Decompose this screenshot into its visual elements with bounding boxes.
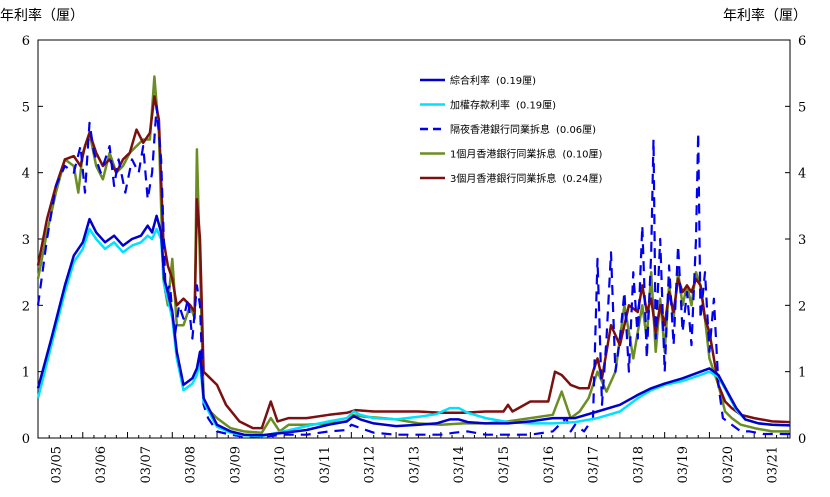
legend-label-0: 綜合利率 (0.19厘) [450, 74, 536, 87]
x-tick-label: 03/11 [318, 446, 333, 483]
legend-series-note: (0.10厘) [562, 149, 602, 161]
series-line-0 [36, 214, 791, 437]
legend-label-3: 1個月香港銀行同業拆息 (0.10厘) [450, 148, 603, 161]
x-tick-label: 03/18 [631, 446, 646, 483]
x-tick-label: 03/17 [587, 446, 602, 483]
legend-label-1: 加權存款利率 (0.19厘) [450, 99, 556, 112]
legend-series-note: (0.19厘) [516, 100, 556, 112]
x-tick-label: 03/10 [273, 446, 288, 483]
x-tick-label: 03/12 [363, 446, 378, 483]
series-line-1 [36, 227, 791, 438]
y-axis-label-right: 年利率（厘） [723, 7, 807, 24]
y-tick-label-right: 5 [798, 100, 806, 115]
x-tick-label: 03/19 [676, 446, 691, 483]
x-tick-label: 03/20 [721, 446, 736, 483]
x-tick-label: 03/21 [766, 446, 781, 483]
y-tick-label-right: 6 [798, 34, 806, 49]
x-tick-label: 03/07 [139, 446, 154, 483]
legend-series-name: 隔夜香港銀行同業拆息 [450, 123, 550, 136]
y-tick-label-left: 6 [22, 34, 30, 49]
y-tick-label-right: 0 [798, 432, 806, 447]
series-layer [36, 75, 791, 438]
series-line-2 [36, 105, 790, 438]
y-tick-label-left: 2 [22, 299, 30, 314]
legend-series-name: 1個月香港銀行同業拆息 [450, 148, 556, 161]
y-tick-label-left: 4 [22, 167, 30, 182]
legend-series-note: (0.24厘) [562, 173, 602, 185]
legend-label-4: 3個月香港銀行同業拆息 (0.24厘) [450, 172, 603, 185]
x-tick-label: 03/08 [184, 446, 199, 483]
x-tick-label: 03/05 [49, 446, 64, 483]
legend-series-name: 3個月香港銀行同業拆息 [450, 172, 556, 185]
axes: 0 0 1 1 2 2 3 3 4 4 5 5 6 6 03/05 03/06 03/07 03/08 03/09 0… [22, 34, 807, 483]
x-tick-label: 03/13 [407, 446, 422, 483]
y-tick-label-left: 0 [22, 432, 30, 447]
legend-series-name: 綜合利率 [450, 74, 490, 87]
x-tick-label: 03/16 [542, 446, 557, 483]
y-tick-label-right: 4 [798, 167, 806, 182]
series-line-4 [36, 95, 791, 430]
legend-series-name: 加權存款利率 [450, 99, 510, 112]
legend-label-2: 隔夜香港銀行同業拆息 (0.06厘) [450, 123, 596, 136]
y-tick-label-left: 3 [22, 233, 30, 248]
x-tick-label: 03/14 [452, 446, 467, 483]
y-tick-label-left: 5 [22, 100, 30, 115]
y-tick-label-left: 1 [22, 366, 30, 381]
x-tick-label: 03/06 [94, 446, 109, 483]
y-tick-label-right: 1 [798, 366, 806, 381]
legend-series-note: (0.19厘) [496, 75, 536, 87]
legend: 綜合利率 (0.19厘) 加權存款利率 (0.19厘) 隔夜香港銀行同業拆息 (0.06厘… [420, 74, 603, 185]
y-axis-label-left: 年利率（厘） [0, 7, 84, 24]
x-tick-label: 03/15 [497, 446, 512, 483]
legend-series-note: (0.06厘) [556, 124, 596, 136]
y-tick-label-right: 2 [798, 299, 806, 314]
x-tick-label: 03/09 [228, 446, 243, 483]
y-tick-label-right: 3 [798, 233, 806, 248]
